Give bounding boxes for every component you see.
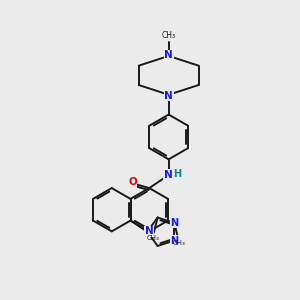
Text: H: H [173, 169, 181, 179]
Text: CH₃: CH₃ [147, 235, 160, 241]
Text: N: N [170, 218, 178, 228]
Text: CH₃: CH₃ [162, 31, 176, 40]
Text: N: N [164, 50, 173, 60]
Text: O: O [128, 178, 137, 188]
Text: N: N [170, 236, 178, 245]
Text: N: N [164, 91, 173, 100]
Text: N: N [145, 226, 154, 236]
Text: N: N [164, 170, 172, 180]
Text: CH₃: CH₃ [172, 240, 185, 246]
